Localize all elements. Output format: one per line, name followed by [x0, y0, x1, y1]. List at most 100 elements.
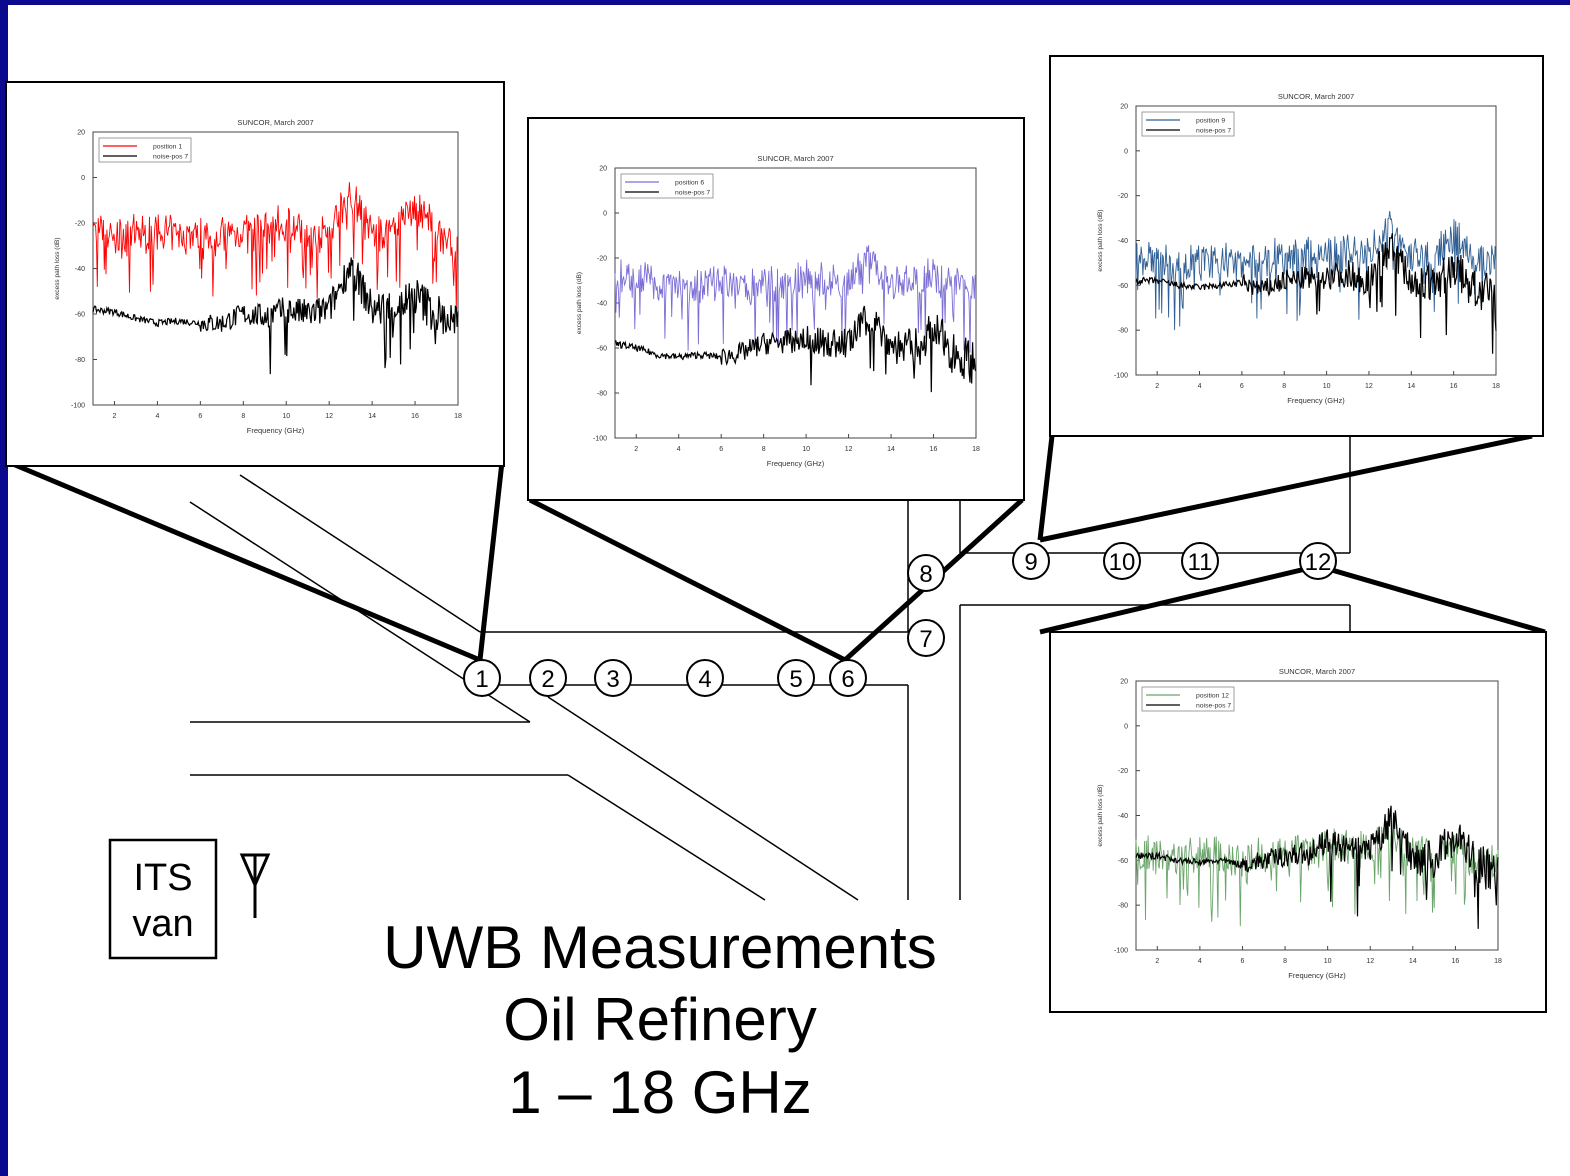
- position-marker-9: 9: [1012, 542, 1050, 580]
- x-tick-label: 14: [1407, 383, 1415, 390]
- y-tick-label: -80: [1118, 328, 1128, 335]
- x-tick-label: 18: [972, 446, 980, 453]
- x-tick-label: 2: [1155, 383, 1159, 390]
- van-label-line1: ITS: [133, 857, 192, 899]
- x-tick-label: 4: [1198, 383, 1202, 390]
- y-tick-label: 0: [81, 175, 85, 182]
- x-tick-label: 18: [1494, 958, 1502, 965]
- x-tick-label: 18: [454, 413, 462, 420]
- marker-circle: [907, 554, 945, 592]
- x-tick-label: 14: [368, 413, 376, 420]
- its-van: ITS van: [108, 838, 271, 960]
- x-tick-label: 2: [113, 413, 117, 420]
- marker-circle: [686, 659, 724, 697]
- y-tick-label: -60: [1118, 283, 1128, 290]
- x-tick-label: 14: [1409, 958, 1417, 965]
- series-line-noise: [1135, 805, 1499, 929]
- slide-title: UWB Measurements Oil Refinery 1 – 18 GHz: [383, 914, 936, 1126]
- legend-label: noise-pos 7: [675, 190, 710, 197]
- position-marker-4: 4: [686, 659, 724, 697]
- plot-title: SUNCOR, March 2007: [1279, 667, 1355, 676]
- y-tick-label: -80: [1118, 903, 1128, 910]
- position-marker-6: 6: [829, 659, 867, 697]
- plot-xlabel: Frequency (GHz): [1288, 971, 1346, 980]
- van-box: [108, 838, 218, 960]
- plot-title: SUNCOR, March 2007: [237, 118, 313, 127]
- plot-panels: SUNCOR, March 2007 Frequency (GHz) excess …: [5, 55, 1547, 1013]
- road-line: [239, 474, 481, 633]
- y-tick-label: 20: [1120, 104, 1128, 111]
- y-tick-label: -100: [593, 436, 607, 443]
- marker-label: 10: [1109, 549, 1136, 576]
- marker-label: 3: [606, 666, 619, 693]
- plot-ylabel: excess path loss (dB): [1097, 209, 1104, 271]
- callout-line-pos9: [1037, 435, 1055, 541]
- series-line-position: [92, 182, 459, 312]
- legend-label: noise-pos 7: [1196, 128, 1231, 135]
- x-tick-label: 2: [1155, 958, 1159, 965]
- x-tick-label: 12: [1365, 383, 1373, 390]
- x-tick-label: 4: [1198, 958, 1202, 965]
- legend-label: noise-pos 7: [153, 154, 188, 161]
- marker-circle: [1299, 542, 1337, 580]
- y-tick-label: -100: [71, 403, 85, 410]
- plot-panel-2: SUNCOR, March 2007 Frequency (GHz) excess …: [527, 117, 1025, 501]
- legend-label: position 12: [1196, 693, 1229, 700]
- plot-ylabel: excess path loss (dB): [576, 272, 583, 334]
- y-tick-label: 20: [599, 166, 607, 173]
- plot-xlabel: Frequency (GHz): [767, 459, 825, 468]
- x-tick-label: 6: [1240, 383, 1244, 390]
- marker-label: 12: [1305, 549, 1332, 576]
- y-tick-label: -20: [1118, 193, 1128, 200]
- position-marker-3: 3: [594, 659, 632, 697]
- callout-line-pos12: [1317, 563, 1546, 635]
- marker-circle: [1181, 542, 1219, 580]
- series-line-noise: [1135, 233, 1497, 354]
- position-marker-5: 5: [777, 659, 815, 697]
- marker-label: 11: [1188, 549, 1213, 576]
- legend-label: noise-pos 7: [1196, 703, 1231, 710]
- legend-label: position 6: [675, 180, 704, 187]
- y-tick-label: 20: [77, 130, 85, 137]
- y-tick-label: -40: [75, 266, 85, 273]
- plot-title: SUNCOR, March 2007: [757, 154, 833, 163]
- position-marker-2: 2: [529, 659, 567, 697]
- title-line-3: 1 – 18 GHz: [508, 1059, 812, 1126]
- plot-ylabel: excess path loss (dB): [54, 237, 61, 299]
- plot-area: [614, 167, 977, 439]
- plot-area: [92, 131, 459, 406]
- series-line-noise: [92, 257, 459, 375]
- y-tick-label: -80: [597, 391, 607, 398]
- marker-label: 1: [475, 666, 488, 693]
- y-tick-label: -60: [1118, 858, 1128, 865]
- x-tick-label: 10: [282, 413, 290, 420]
- plot-legend: [620, 173, 714, 199]
- callout-line-pos6: [528, 497, 847, 663]
- plot-legend: [1141, 686, 1235, 712]
- y-tick-label: 20: [1120, 679, 1128, 686]
- marker-label: 6: [841, 666, 854, 693]
- marker-label: 2: [541, 666, 554, 693]
- position-marker-10: 10: [1103, 542, 1141, 580]
- marker-circle: [529, 659, 567, 697]
- position-marker-11: 11: [1181, 542, 1219, 580]
- plot-legend: [98, 137, 192, 163]
- marker-circle: [1012, 542, 1050, 580]
- plot-panel-1: SUNCOR, March 2007 Frequency (GHz) excess …: [5, 81, 505, 467]
- plot-title: SUNCOR, March 2007: [1278, 92, 1354, 101]
- y-tick-label: -100: [1114, 948, 1128, 955]
- y-tick-label: -20: [75, 221, 85, 228]
- x-tick-label: 18: [1492, 383, 1500, 390]
- x-tick-label: 8: [762, 446, 766, 453]
- x-tick-label: 10: [802, 446, 810, 453]
- road-line: [547, 696, 859, 901]
- plot-panel-3: SUNCOR, March 2007 Frequency (GHz) excess …: [1049, 55, 1544, 437]
- series-line-position: [1135, 210, 1497, 331]
- plot-panel-4: SUNCOR, March 2007 Frequency (GHz) excess …: [1049, 631, 1547, 1013]
- plot-area: [1135, 105, 1497, 376]
- x-tick-label: 16: [930, 446, 938, 453]
- callout-line-pos1: [7, 459, 481, 663]
- plot-ylabel: excess path loss (dB): [1097, 784, 1104, 846]
- title-line-1: UWB Measurements: [383, 914, 936, 981]
